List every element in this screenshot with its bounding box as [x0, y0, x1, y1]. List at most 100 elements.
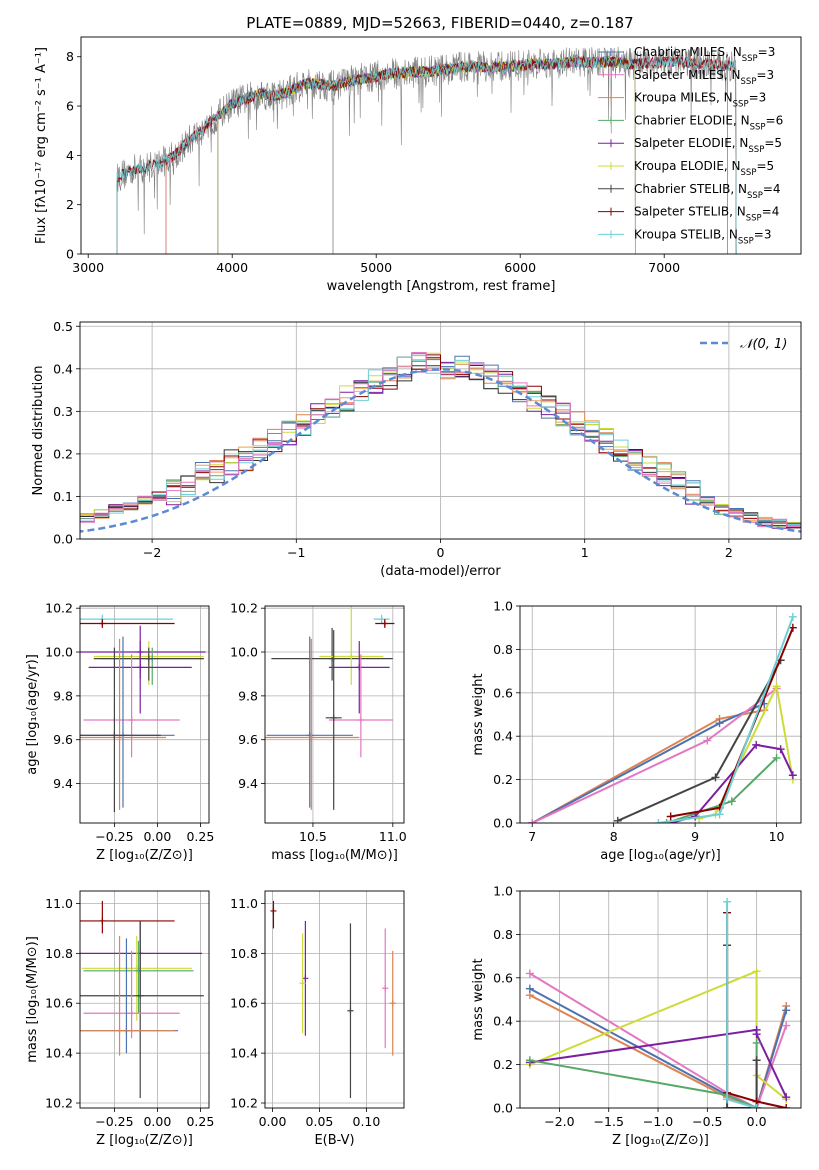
y-tick-label: 6	[66, 99, 74, 114]
panel-mass-vs-Z: −0.25 0.00 0.25 10.2 10.4 10.6 10.8 11.0 Z [log₁…	[25, 890, 214, 1148]
figure-title: PLATE=0889, MJD=52663, FIBERID=0440, z=0…	[246, 14, 633, 32]
y-tick-label: 11.0	[45, 896, 73, 911]
y-tick-label: 0.2	[493, 772, 513, 787]
y-axis-label: age [log₁₀(age/yr)]	[25, 654, 40, 775]
x-tick-label: −2	[143, 545, 161, 560]
series-marker	[654, 819, 663, 823]
series-marker	[695, 814, 704, 823]
axes-frame	[519, 605, 802, 824]
y-tick-label: 0.6	[493, 970, 513, 985]
series-marker	[752, 967, 761, 976]
y-tick-label: 8	[66, 49, 74, 64]
plot-area	[525, 897, 791, 1108]
plot-area	[270, 900, 396, 1099]
y-tick-label: 0	[66, 247, 74, 262]
x-tick-label: 7	[528, 829, 536, 844]
x-tick-label: 0.10	[353, 1114, 381, 1129]
y-tick-label: 10.0	[230, 645, 258, 660]
x-tick-label: −2.0	[544, 1114, 574, 1129]
axes-frame	[80, 36, 802, 255]
y-tick-label: 0.1	[53, 489, 73, 504]
x-tick-label: 7000	[648, 260, 680, 275]
x-axis-label: Z [log₁₀(Z/Z⊙)]	[612, 1133, 709, 1148]
axes-frame	[79, 890, 210, 1109]
series-marker	[666, 812, 675, 821]
model-line	[116, 55, 737, 254]
x-tick-label: −0.25	[95, 1114, 133, 1129]
x-axis-label: wavelength [Angstrom, rest frame]	[327, 279, 556, 294]
x-tick-label: 3000	[72, 260, 104, 275]
y-tick-label: 4	[66, 148, 74, 163]
series-marker	[752, 740, 761, 749]
data-point	[270, 907, 277, 914]
series-marker	[525, 1056, 534, 1065]
series-line	[698, 683, 794, 820]
y-tick-label: 10.2	[45, 1096, 73, 1111]
y-tick-label: 10.2	[45, 601, 73, 616]
x-axis-label: mass [log₁₀(M/M⊙)]	[271, 848, 398, 863]
y-axis-label: mass weight	[471, 673, 486, 755]
legend-entry: Chabrier STELIB, NSSP=4	[634, 182, 781, 201]
series-marker	[752, 1030, 761, 1039]
y-tick-label: 0.8	[493, 642, 513, 657]
series-marker	[723, 897, 732, 906]
series-marker	[752, 1038, 761, 1047]
y-tick-label: 10.8	[45, 946, 73, 961]
y-tick-label: 1.0	[493, 884, 513, 899]
x-axis-label: (data-model)/error	[380, 564, 501, 579]
y-tick-label: 0.0	[493, 816, 513, 831]
y-tick-label: 10.2	[230, 1096, 258, 1111]
x-tick-label: 1	[581, 545, 589, 560]
series-marker	[752, 1056, 761, 1065]
x-tick-label: 0.05	[306, 1114, 334, 1129]
x-axis-label: age [log₁₀(age/yr)]	[600, 848, 721, 863]
legend-entry: 𝒩(0, 1)	[740, 337, 787, 352]
series-marker	[528, 819, 537, 823]
legend: 𝒩(0, 1)	[700, 337, 787, 352]
legend-entry: Salpeter ELODIE, NSSP=5	[634, 136, 782, 155]
data-point	[99, 620, 106, 627]
series-marker	[788, 612, 797, 621]
x-axis-label: E(B-V)	[314, 1133, 354, 1148]
y-tick-label: 9.6	[238, 732, 258, 747]
series-marker	[662, 819, 671, 823]
data-point	[382, 985, 389, 992]
x-tick-label: 0.00	[259, 1114, 287, 1129]
legend-entry: Kroupa STELIB, NSSP=3	[634, 227, 772, 246]
x-tick-label: 0.25	[186, 1114, 214, 1129]
data-point	[137, 664, 144, 671]
series-line	[529, 1042, 758, 1108]
data-point	[111, 732, 118, 739]
series-marker	[715, 810, 724, 819]
axes-frame	[519, 890, 802, 1109]
y-tick-label: 1.0	[493, 599, 513, 614]
y-tick-label: 9.4	[238, 776, 258, 791]
legend-entry: Salpeter MILES, NSSP=3	[634, 68, 774, 87]
legend-entry: Kroupa MILES, NSSP=3	[634, 91, 766, 110]
x-tick-label: −1	[287, 545, 305, 560]
plot-area	[80, 900, 204, 1099]
y-tick-label: 0.0	[493, 1101, 513, 1116]
data-point	[357, 716, 364, 723]
plot-area	[80, 614, 206, 813]
series-marker	[723, 1095, 732, 1104]
x-axis-label: Z [log₁₀(Z/Z⊙)]	[96, 848, 193, 863]
axes-frame	[264, 890, 405, 1109]
plot-area	[116, 46, 737, 254]
data-point	[116, 1027, 123, 1034]
y-tick-label: 0.2	[493, 1057, 513, 1072]
x-tick-label: 0.25	[186, 829, 214, 844]
data-point	[389, 1000, 396, 1007]
data-point	[347, 1007, 354, 1014]
x-tick-label: 4000	[216, 260, 248, 275]
x-tick-label: 11.0	[379, 829, 407, 844]
series-marker	[711, 773, 720, 782]
y-tick-label: 10.4	[45, 1046, 73, 1061]
y-tick-label: 0.4	[53, 361, 73, 376]
y-tick-label: 10.4	[230, 1046, 258, 1061]
y-tick-label: 9.4	[53, 776, 73, 791]
series-marker	[525, 984, 534, 993]
y-tick-label: 0.0	[53, 532, 73, 547]
series-marker	[715, 719, 724, 728]
model-line	[116, 55, 737, 254]
